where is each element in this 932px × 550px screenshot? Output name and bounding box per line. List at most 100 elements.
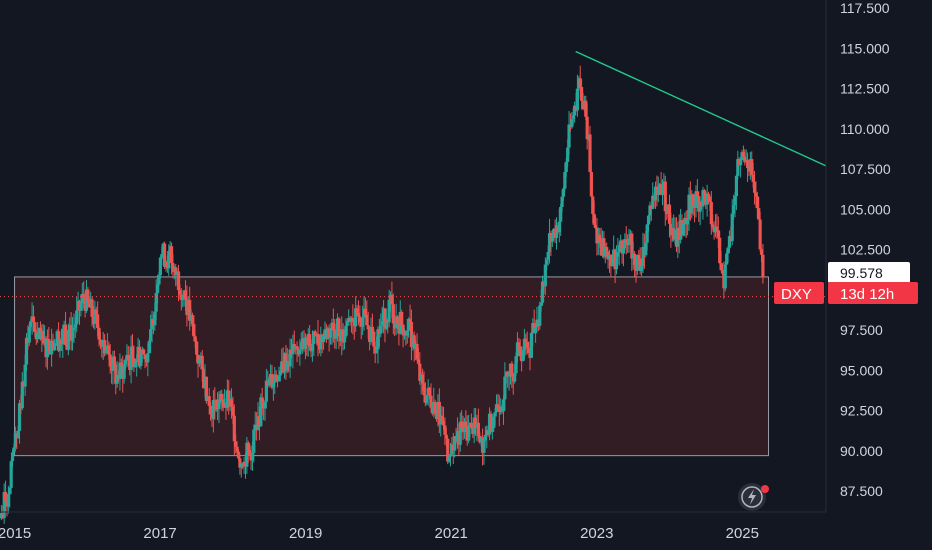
candle-down	[209, 405, 213, 414]
candle-down	[391, 304, 395, 324]
candle-up	[503, 376, 507, 400]
candle-up	[16, 430, 20, 438]
candle-up	[6, 493, 10, 507]
candle-up	[380, 321, 384, 326]
candle-down	[108, 354, 112, 367]
candle-down	[112, 356, 116, 365]
symbol-label: DXY	[781, 286, 812, 303]
candle-down	[702, 190, 706, 194]
candle-down	[337, 318, 341, 337]
candle-up	[490, 428, 494, 433]
candle-down	[719, 263, 723, 271]
candle-up	[27, 327, 31, 343]
candle-down	[750, 159, 754, 175]
candle-down	[609, 254, 613, 266]
x-tick-label: 2019	[289, 525, 322, 542]
candle-down	[663, 181, 667, 212]
x-tick-label: 2025	[726, 525, 759, 542]
candle-down	[584, 100, 588, 117]
candle-up	[407, 318, 411, 331]
candle-up	[13, 433, 17, 448]
candle-down	[195, 341, 199, 355]
candle-up	[644, 242, 648, 256]
lightning-alert-icon[interactable]	[738, 483, 769, 511]
candle-up	[312, 331, 316, 344]
candle-up	[405, 330, 409, 336]
candle-up	[651, 195, 655, 209]
candle-up	[58, 339, 62, 351]
candle-down	[474, 417, 478, 428]
candle-down	[86, 289, 90, 301]
candle-up	[538, 305, 542, 326]
candle-up	[733, 196, 737, 206]
candle-up	[181, 295, 185, 300]
candle-up	[610, 261, 614, 266]
candle-down	[593, 224, 598, 229]
candle-up	[458, 421, 462, 445]
candle-down	[630, 233, 634, 259]
candle-down	[741, 152, 745, 157]
candle-down	[706, 193, 711, 197]
last-price-value: 99.578	[840, 265, 883, 281]
candle-up	[298, 349, 302, 355]
candle-down	[755, 196, 759, 209]
candle-down	[443, 425, 447, 435]
candle-down	[390, 295, 394, 305]
candle-up	[118, 362, 122, 380]
candle-up	[539, 302, 543, 306]
candle-down	[691, 194, 695, 206]
candle-up	[197, 358, 202, 364]
candle-up	[563, 171, 567, 189]
candle-up	[73, 324, 77, 328]
candle-down	[295, 346, 299, 350]
y-axis[interactable]: 117.500 115.000 112.500 110.000 107.500 105.0…	[840, 0, 891, 499]
candle-up	[10, 452, 15, 462]
candle-down	[437, 401, 441, 425]
candle-up	[158, 257, 162, 276]
candle-up	[321, 335, 326, 343]
candle-up	[354, 308, 358, 327]
candle-down	[637, 255, 641, 259]
candle-down	[331, 322, 335, 330]
y-tick-label: 115.000	[840, 40, 890, 56]
candle-up	[277, 375, 281, 382]
trendline[interactable]	[575, 50, 827, 167]
candle-down	[63, 324, 68, 345]
candle-down	[370, 326, 374, 332]
candle-down	[591, 196, 595, 214]
candle-down	[408, 318, 412, 322]
y-tick-label: 90.000	[840, 443, 883, 459]
y-tick-label: 112.500	[840, 81, 890, 97]
candle-up	[9, 461, 13, 488]
candle-down	[464, 421, 468, 428]
alert-dot	[761, 485, 769, 493]
candle-up	[387, 299, 391, 323]
candle-down	[695, 191, 699, 197]
candle-down	[433, 401, 437, 415]
candle-up	[482, 439, 486, 453]
symbol-badge[interactable]: DXY	[774, 282, 824, 304]
candle-up	[17, 403, 22, 431]
candle-up	[12, 447, 16, 453]
candle-up	[635, 255, 639, 271]
candle-up	[627, 238, 631, 246]
candle-down	[176, 271, 181, 291]
candle-down	[427, 387, 432, 396]
candle-down	[517, 342, 521, 347]
candle-up	[259, 397, 263, 427]
candle-up	[564, 161, 568, 172]
candle-down	[709, 201, 713, 225]
candle-up	[623, 239, 627, 249]
candle-down	[229, 399, 234, 407]
symbol-badge-bg	[774, 282, 824, 304]
candle-down	[624, 239, 628, 242]
y-tick-label: 97.500	[840, 322, 883, 338]
candle-down	[518, 346, 522, 357]
candle-up	[122, 364, 126, 379]
candle-down	[527, 348, 531, 354]
y-tick-label: 110.000	[840, 121, 890, 137]
candle-down	[667, 204, 672, 224]
candle-up	[645, 224, 649, 243]
candle-down	[421, 374, 425, 384]
candle-down	[620, 240, 624, 254]
